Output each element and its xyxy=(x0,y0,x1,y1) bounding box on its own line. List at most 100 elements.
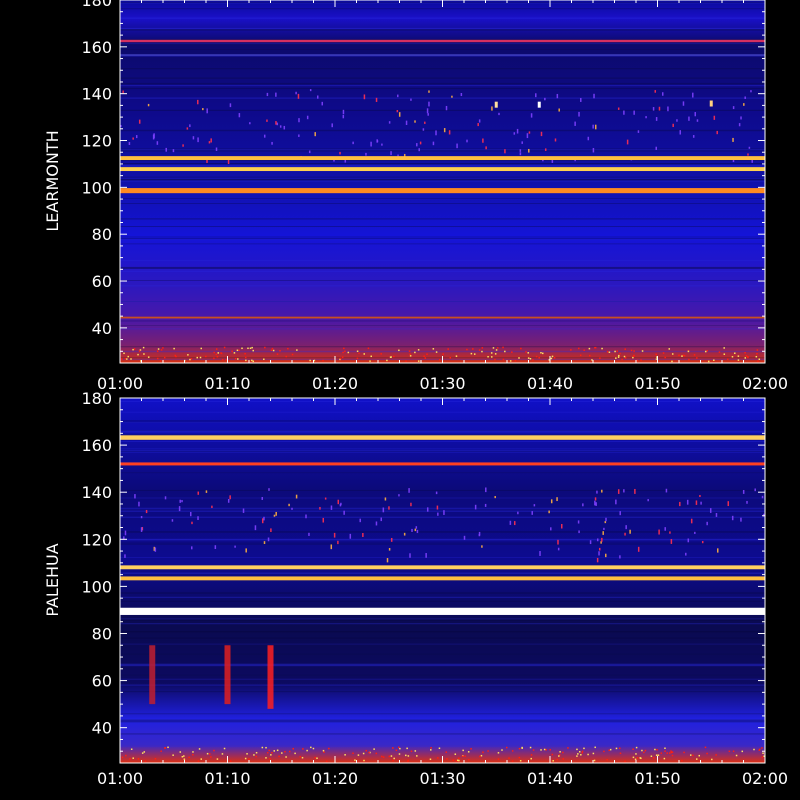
low-frequency-speckle xyxy=(698,754,701,757)
low-frequency-speckle xyxy=(664,356,666,359)
low-frequency-speckle xyxy=(540,351,542,354)
low-frequency-speckle xyxy=(208,753,211,755)
burst-speckle xyxy=(477,123,479,127)
low-frequency-speckle xyxy=(756,353,758,355)
burst-speckle xyxy=(352,141,354,145)
low-frequency-speckle xyxy=(551,355,554,358)
burst-speckle xyxy=(600,541,602,544)
burst-speckle xyxy=(342,109,345,115)
low-frequency-speckle xyxy=(758,358,761,361)
low-frequency-speckle xyxy=(199,356,202,359)
low-frequency-speckle xyxy=(173,347,175,350)
burst-speckle xyxy=(732,137,734,142)
low-frequency-speckle xyxy=(299,756,302,758)
low-frequency-speckle xyxy=(141,752,144,754)
low-frequency-speckle xyxy=(398,753,401,755)
burst-speckle xyxy=(658,529,660,535)
low-frequency-speckle xyxy=(501,749,503,751)
low-frequency-speckle xyxy=(624,357,627,359)
y-tick-label: 120 xyxy=(81,530,112,549)
burst-speckle xyxy=(381,143,383,146)
low-frequency-speckle xyxy=(363,353,366,355)
emission-line xyxy=(120,156,765,161)
burst-speckle xyxy=(197,137,199,143)
burst-speckle xyxy=(408,488,410,493)
burst-speckle xyxy=(309,89,312,92)
emission-line xyxy=(120,462,765,466)
x-tick-label: 01:40 xyxy=(527,374,573,393)
burst-speckle xyxy=(426,108,429,114)
low-frequency-speckle xyxy=(217,352,220,354)
burst-speckle xyxy=(592,147,595,153)
burst-speckle xyxy=(410,98,412,101)
low-frequency-speckle xyxy=(576,748,578,751)
y-tick-label: 40 xyxy=(92,319,112,338)
low-frequency-speckle xyxy=(409,355,412,357)
low-frequency-speckle xyxy=(671,360,673,363)
low-frequency-speckle xyxy=(581,752,583,754)
low-frequency-speckle xyxy=(487,750,489,752)
burst-speckle xyxy=(556,497,558,502)
burst-speckle xyxy=(276,122,279,126)
burst-speckle xyxy=(283,125,286,130)
low-frequency-speckle xyxy=(538,357,540,359)
burst-speckle xyxy=(321,101,323,106)
low-frequency-speckle xyxy=(589,354,591,357)
low-frequency-speckle xyxy=(707,360,710,363)
burst-speckle xyxy=(762,513,765,517)
burst-speckle xyxy=(210,138,212,143)
burst-speckle xyxy=(746,500,748,504)
burst-speckle xyxy=(466,139,468,143)
low-frequency-speckle xyxy=(234,357,237,360)
burst-speckle xyxy=(172,149,175,153)
burst-speckle xyxy=(191,521,193,525)
burst-speckle xyxy=(658,106,661,111)
burst-speckle xyxy=(647,499,649,502)
burst-speckle xyxy=(266,92,269,97)
low-frequency-speckle xyxy=(284,750,286,753)
low-frequency-speckle xyxy=(343,347,345,350)
low-frequency-speckle xyxy=(556,758,559,761)
low-frequency-speckle xyxy=(706,752,708,755)
burst-speckle xyxy=(539,551,541,556)
burst-speckle xyxy=(687,538,690,543)
low-frequency-speckle xyxy=(137,353,139,356)
burst-speckle xyxy=(337,540,339,545)
burst-speckle xyxy=(388,121,391,124)
burst-speckle xyxy=(513,521,516,526)
burst-speckle xyxy=(456,143,458,149)
burst-speckle xyxy=(443,128,446,133)
burst-speckle xyxy=(672,123,674,128)
burst-speckle xyxy=(637,130,640,133)
low-frequency-speckle xyxy=(369,751,371,754)
low-frequency-speckle xyxy=(745,355,748,357)
low-frequency-speckle xyxy=(438,747,441,750)
low-frequency-speckle xyxy=(301,756,304,759)
burst-speckle xyxy=(123,536,125,540)
low-frequency-speckle xyxy=(231,350,233,353)
low-frequency-speckle xyxy=(706,350,708,352)
burst-speckle xyxy=(234,545,236,548)
burst-speckle xyxy=(594,497,597,501)
burst-speckle xyxy=(275,121,277,125)
low-frequency-speckle xyxy=(737,355,740,357)
low-frequency-speckle xyxy=(437,757,439,759)
low-frequency-speckle xyxy=(285,756,287,758)
burst-speckle xyxy=(339,503,342,507)
burst-speckle xyxy=(153,546,156,551)
burst-speckle xyxy=(596,490,598,494)
low-frequency-speckle xyxy=(426,353,428,355)
y-tick-label: 80 xyxy=(92,624,112,643)
emission-line xyxy=(120,565,765,570)
burst-speckle xyxy=(415,526,418,529)
low-frequency-speckle xyxy=(641,350,644,352)
low-frequency-speckle xyxy=(373,748,375,750)
low-frequency-speckle xyxy=(395,749,398,752)
low-frequency-speckle xyxy=(174,354,177,357)
low-frequency-speckle xyxy=(591,359,593,361)
burst-speckle xyxy=(435,491,438,495)
low-frequency-speckle xyxy=(310,746,312,749)
low-frequency-speckle xyxy=(344,754,346,756)
low-frequency-speckle xyxy=(497,758,500,760)
low-frequency-speckle xyxy=(435,351,438,353)
